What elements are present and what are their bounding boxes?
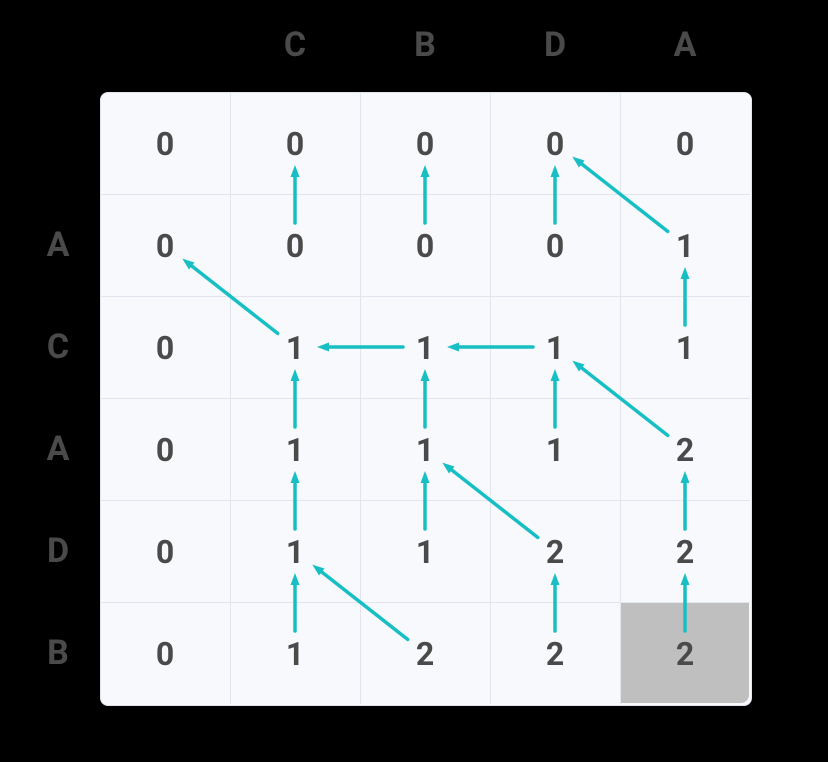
col-header: C xyxy=(275,25,315,65)
table-cell: 1 xyxy=(275,431,315,469)
table-cell: 2 xyxy=(665,431,705,469)
row-header: D xyxy=(38,531,78,571)
table-cell: 1 xyxy=(405,533,445,571)
lcs-table-diagram: C B D A A C A D B 0 0 0 0 0 0 0 0 0 1 0 1 1 1 1 0 1 1 1 2 0 1 1 2 2 0 1 2 2 2 xyxy=(0,0,828,762)
table-cell: 2 xyxy=(665,533,705,571)
gridline-horizontal xyxy=(100,602,750,603)
table-cell: 0 xyxy=(275,227,315,265)
row-header: C xyxy=(38,327,78,367)
table-cell: 0 xyxy=(665,125,705,163)
table-cell: 0 xyxy=(145,635,185,673)
table-cell: 0 xyxy=(145,431,185,469)
table-cell: 2 xyxy=(665,635,705,673)
gridline-horizontal xyxy=(100,296,750,297)
table-cell: 1 xyxy=(665,329,705,367)
table-cell: 0 xyxy=(145,125,185,163)
table-cell: 0 xyxy=(145,227,185,265)
table-cell: 2 xyxy=(405,635,445,673)
row-header: A xyxy=(38,429,78,469)
table-cell: 0 xyxy=(405,125,445,163)
col-header: A xyxy=(665,25,705,65)
col-header: D xyxy=(535,25,575,65)
table-cell: 2 xyxy=(535,533,575,571)
table-cell: 0 xyxy=(535,125,575,163)
table-cell: 1 xyxy=(275,635,315,673)
row-header: B xyxy=(38,633,78,673)
gridline-horizontal xyxy=(100,194,750,195)
gridline-horizontal xyxy=(100,500,750,501)
table-cell: 2 xyxy=(535,635,575,673)
table-cell: 0 xyxy=(275,125,315,163)
gridline-horizontal xyxy=(100,398,750,399)
table-cell: 1 xyxy=(535,329,575,367)
table-cell: 1 xyxy=(275,329,315,367)
table-cell: 0 xyxy=(145,329,185,367)
table-cell: 0 xyxy=(405,227,445,265)
table-cell: 0 xyxy=(145,533,185,571)
col-header: B xyxy=(405,25,445,65)
table-cell: 1 xyxy=(405,329,445,367)
table-cell: 1 xyxy=(665,227,705,265)
table-cell: 0 xyxy=(535,227,575,265)
table-cell: 1 xyxy=(405,431,445,469)
table-cell: 1 xyxy=(275,533,315,571)
table-cell: 1 xyxy=(535,431,575,469)
row-header: A xyxy=(38,225,78,265)
